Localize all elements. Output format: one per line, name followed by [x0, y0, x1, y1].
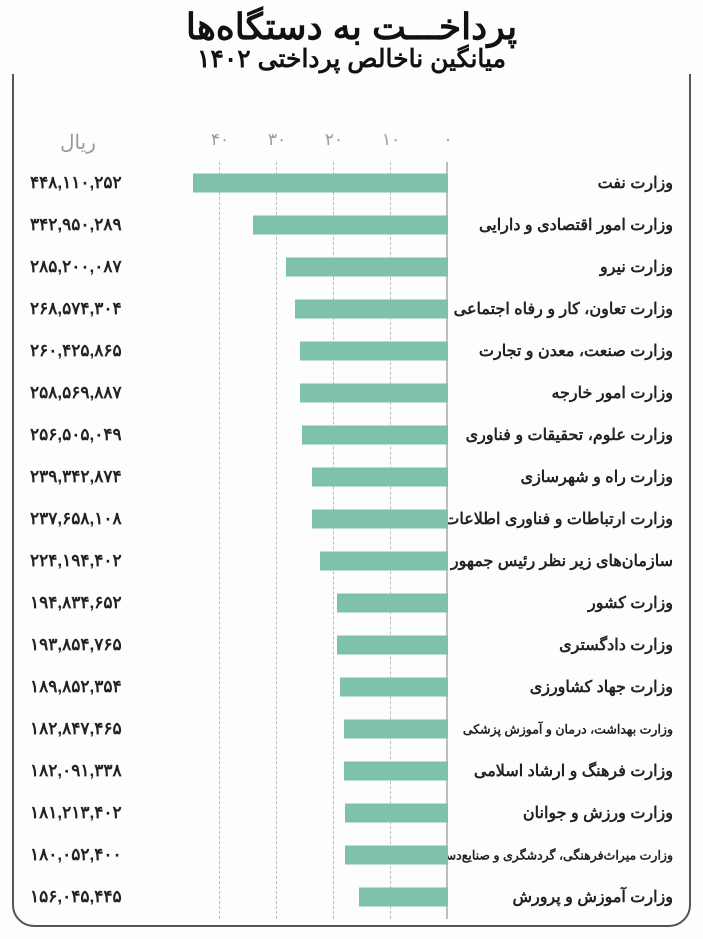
org-label: وزارت تعاون، کار و رفاه اجتماعی	[448, 299, 673, 319]
value-label: ۲۶۰,۴۲۵,۸۶۵	[30, 341, 155, 361]
data-row: وزارت نفت ۴۴۸,۱۱۰,۲۵۲	[30, 162, 673, 204]
bar	[345, 804, 448, 823]
org-label: وزارت میراث‌فرهنگی، گردشگری و صنایع‌دستی	[448, 848, 673, 863]
value-label: ۱۸۹,۸۵۲,۳۵۴	[30, 677, 155, 697]
chart-area: ۰۱۰۲۰۳۰۴۰ریال وزارت نفت۴۴۸,۱۱۰,۲۵۲وزارت …	[30, 130, 673, 919]
org-label: وزارت ارتباطات و فناوری اطلاعات	[448, 509, 673, 529]
data-row: وزارت راه و شهرسازی ۲۳۹,۳۴۲,۸۷۴	[30, 456, 673, 498]
value-label: ۲۵۸,۵۶۹,۸۸۷	[30, 383, 155, 403]
data-row: وزارت امور خارجه ۲۵۸,۵۶۹,۸۸۷	[30, 372, 673, 414]
bar	[302, 426, 448, 445]
value-label: ۴۴۸,۱۱۰,۲۵۲	[30, 173, 155, 193]
data-row: وزارت صنعت، معدن و تجارت ۲۶۰,۴۲۵,۸۶۵	[30, 330, 673, 372]
bar	[300, 342, 448, 361]
bar	[193, 174, 448, 193]
value-label: ۲۶۸,۵۷۴,۳۰۴	[30, 299, 155, 319]
bar	[345, 846, 448, 865]
value-label: ۲۳۷,۶۵۸,۱۰۸	[30, 509, 155, 529]
data-row: وزارت کشور ۱۹۴,۸۳۴,۶۵۲	[30, 582, 673, 624]
value-label: ۱۵۶,۰۴۵,۴۴۵	[30, 887, 155, 907]
value-label: ۲۳۹,۳۴۲,۸۷۴	[30, 467, 155, 487]
axis-tick-label: ۰	[443, 130, 452, 150]
bar	[312, 468, 448, 487]
org-label: وزارت راه و شهرسازی	[448, 467, 673, 487]
value-label: ۱۸۰,۰۵۲,۴۰۰	[30, 845, 155, 865]
org-label: وزارت فرهنگ و ارشاد اسلامی	[448, 761, 673, 781]
bar	[359, 888, 448, 907]
data-row: وزارت میراث‌فرهنگی، گردشگری و صنایع‌دستی…	[30, 834, 673, 876]
title-block: پرداخـــت به دستگاه‌ها میانگین ناخالص پر…	[0, 6, 703, 74]
main-title: پرداخـــت به دستگاه‌ها	[186, 6, 517, 48]
value-label: ۱۹۴,۸۳۴,۶۵۲	[30, 593, 155, 613]
org-label: وزارت آموزش و پرورش	[448, 887, 673, 907]
bar	[320, 552, 448, 571]
bar	[344, 720, 448, 739]
value-label: ۲۸۵,۲۰۰,۰۸۷	[30, 257, 155, 277]
org-label: وزارت علوم، تحقیقات و فناوری	[448, 425, 673, 445]
org-label: وزارت جهاد کشاورزی	[448, 677, 673, 697]
org-label: وزارت نفت	[448, 173, 673, 193]
axis-tick-label: ۳۰	[268, 130, 286, 150]
data-row: وزارت دادگستری ۱۹۳,۸۵۴,۷۶۵	[30, 624, 673, 666]
org-label: وزارت صنعت، معدن و تجارت	[448, 341, 673, 361]
bar	[344, 762, 448, 781]
data-row: وزارت فرهنگ و ارشاد اسلامی ۱۸۲,۰۹۱,۳۳۸	[30, 750, 673, 792]
sub-title: میانگین ناخالص پرداختی ۱۴۰۲	[186, 44, 517, 74]
org-label: وزارت امور اقتصادی و دارایی	[448, 215, 673, 235]
unit-label: ریال	[60, 130, 96, 155]
org-label: وزارت ورزش و جوانان	[448, 803, 673, 823]
bar	[337, 636, 448, 655]
data-row: وزارت ورزش و جوانان ۱۸۱,۲۱۳,۴۰۲	[30, 792, 673, 834]
data-row: سازمان‌های زیر نظر رئیس جمهور ۲۲۴,۱۹۴,۴۰۲	[30, 540, 673, 582]
bar	[253, 216, 449, 235]
data-row: وزارت علوم، تحقیقات و فناوری ۲۵۶,۵۰۵,۰۴۹	[30, 414, 673, 456]
data-row: وزارت نیرو ۲۸۵,۲۰۰,۰۸۷	[30, 246, 673, 288]
rows-container: وزارت نفت ۴۴۸,۱۱۰,۲۵۲ وزارت امور اقتصادی و…	[30, 162, 673, 919]
data-row: وزارت تعاون، کار و رفاه اجتماعی ۲۶۸,۵۷۴,۳…	[30, 288, 673, 330]
value-label: ۲۲۴,۱۹۴,۴۰۲	[30, 551, 155, 571]
value-label: ۳۴۲,۹۵۰,۲۸۹	[30, 215, 155, 235]
org-label: وزارت کشور	[448, 593, 673, 613]
bar	[300, 384, 448, 403]
bar	[337, 594, 448, 613]
bar	[286, 258, 448, 277]
bar	[295, 300, 448, 319]
axis-tick-label: ۲۰	[325, 130, 343, 150]
value-label: ۱۸۱,۲۱۳,۴۰۲	[30, 803, 155, 823]
org-label: وزارت نیرو	[448, 257, 673, 277]
axis-tick-label: ۴۰	[211, 130, 229, 150]
axis-tick-label: ۱۰	[382, 130, 400, 150]
data-row: وزارت آموزش و پرورش ۱۵۶,۰۴۵,۴۴۵	[30, 876, 673, 918]
axis-labels: ۰ ۱۰ ۲۰ ۳۰ ۴۰ ریال	[30, 130, 673, 154]
org-label: سازمان‌های زیر نظر رئیس جمهور	[448, 551, 673, 571]
data-row: وزارت امور اقتصادی و دارایی ۳۴۲,۹۵۰,۲۸۹	[30, 204, 673, 246]
value-label: ۲۵۶,۵۰۵,۰۴۹	[30, 425, 155, 445]
data-row: وزارت جهاد کشاورزی ۱۸۹,۸۵۲,۳۵۴	[30, 666, 673, 708]
bar	[340, 678, 448, 697]
org-label: وزارت امور خارجه	[448, 383, 673, 403]
bar	[312, 510, 448, 529]
value-label: ۱۸۲,۰۹۱,۳۳۸	[30, 761, 155, 781]
value-label: ۱۸۲,۸۴۷,۴۶۵	[30, 719, 155, 739]
data-row: وزارت بهداشت، درمان و آموزش پزشکی ۱۸۲,۸۴۷…	[30, 708, 673, 750]
org-label: وزارت بهداشت، درمان و آموزش پزشکی	[448, 722, 673, 737]
org-label: وزارت دادگستری	[448, 635, 673, 655]
data-row: وزارت ارتباطات و فناوری اطلاعات ۲۳۷,۶۵۸,۱…	[30, 498, 673, 540]
value-label: ۱۹۳,۸۵۴,۷۶۵	[30, 635, 155, 655]
